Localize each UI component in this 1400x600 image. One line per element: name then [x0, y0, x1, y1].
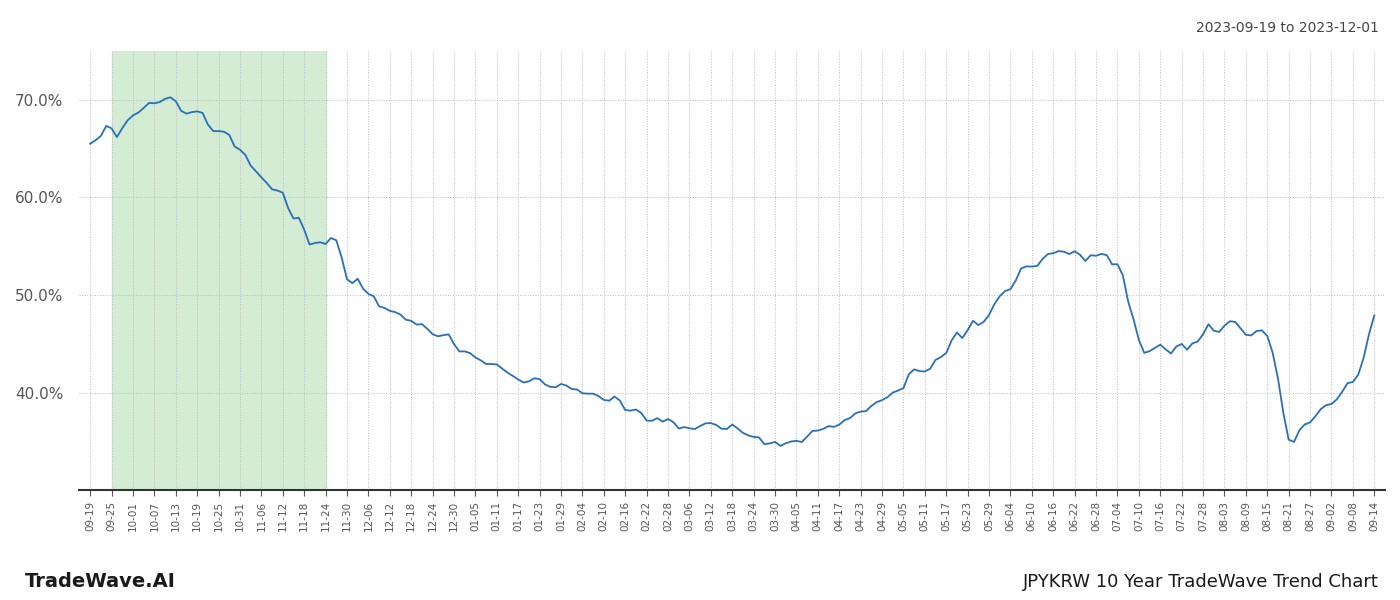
Text: JPYKRW 10 Year TradeWave Trend Chart: JPYKRW 10 Year TradeWave Trend Chart: [1023, 573, 1379, 591]
Bar: [112, 51, 326, 490]
Text: 2023-09-19 to 2023-12-01: 2023-09-19 to 2023-12-01: [1196, 21, 1379, 35]
Text: TradeWave.AI: TradeWave.AI: [25, 572, 176, 591]
